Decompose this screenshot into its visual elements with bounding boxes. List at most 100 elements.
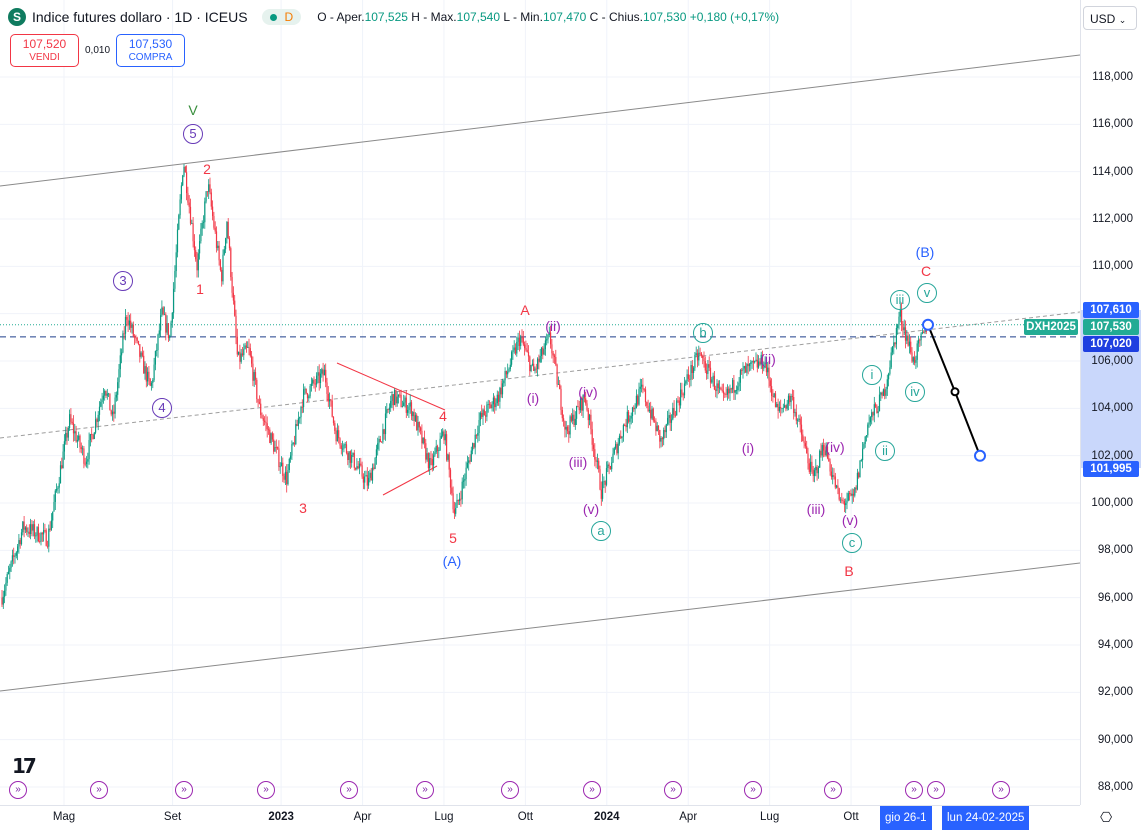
candle-body xyxy=(811,461,813,470)
wave-label[interactable]: ii xyxy=(875,441,895,461)
currency-select[interactable]: USD ⌄ xyxy=(1083,6,1137,30)
wave-label[interactable]: 4 xyxy=(439,408,447,424)
wave-label[interactable]: A xyxy=(520,302,530,318)
economic-event-icon[interactable]: » xyxy=(824,781,842,799)
economic-event-icon[interactable]: » xyxy=(583,781,601,799)
candle-body xyxy=(288,458,290,470)
candle-body xyxy=(417,422,419,431)
economic-event-icon[interactable]: » xyxy=(340,781,358,799)
wave-label[interactable]: (v) xyxy=(841,512,859,528)
wave-label[interactable]: iii xyxy=(890,290,910,310)
wave-label[interactable]: (i) xyxy=(741,440,755,456)
wave-label[interactable]: i xyxy=(862,365,882,385)
settings-icon[interactable]: ⎔ xyxy=(1100,809,1113,825)
wave-label[interactable]: (i) xyxy=(526,390,540,406)
wave-label[interactable]: (iii) xyxy=(806,501,826,517)
economic-event-icon[interactable]: » xyxy=(744,781,762,799)
economic-event-icon[interactable]: » xyxy=(501,781,519,799)
candle-body xyxy=(690,365,692,380)
candle-body xyxy=(355,467,357,470)
time-axis[interactable]: Mag Set 2023 Apr Lug Ott 2024 Apr Lug Ott gio 26-1… xyxy=(0,805,1080,830)
candle-body xyxy=(741,370,743,371)
wave-label[interactable]: (ii) xyxy=(545,318,561,334)
candle-body xyxy=(382,429,384,443)
candle-body xyxy=(13,555,15,557)
economic-event-icon[interactable]: » xyxy=(416,781,434,799)
economic-event-icon[interactable]: » xyxy=(90,781,108,799)
candle-body xyxy=(130,320,132,328)
wave-label[interactable]: 3 xyxy=(113,271,133,291)
wave-label[interactable]: (B) xyxy=(915,244,935,260)
candle-body xyxy=(23,521,25,530)
candle-body xyxy=(561,410,563,419)
economic-event-icon[interactable]: » xyxy=(175,781,193,799)
wave-label[interactable]: 5 xyxy=(183,124,203,144)
wave-label[interactable]: V xyxy=(188,102,198,118)
candle-body xyxy=(498,394,500,402)
candle-body xyxy=(708,364,710,368)
wave-label[interactable]: 3 xyxy=(299,500,307,516)
wave-label[interactable]: (iv) xyxy=(825,439,845,455)
wave-label[interactable]: b xyxy=(693,323,713,343)
economic-event-icon[interactable]: » xyxy=(927,781,945,799)
candle-body xyxy=(395,389,397,404)
candle-body xyxy=(466,462,468,468)
candle-body xyxy=(409,402,411,407)
sell-button[interactable]: 107,520 VENDI xyxy=(10,34,79,67)
economic-event-icon[interactable]: » xyxy=(905,781,923,799)
symbol-title[interactable]: Indice futures dollaro · 1D · ICEUS xyxy=(32,9,248,25)
price-tick: 104,000 xyxy=(1091,402,1133,415)
wave-label[interactable]: C xyxy=(920,263,932,279)
economic-event-icon[interactable]: » xyxy=(9,781,27,799)
wave-label[interactable]: 2 xyxy=(203,161,211,177)
candle-body xyxy=(105,390,107,396)
candle-body xyxy=(821,445,823,456)
candle-body xyxy=(882,389,884,396)
wave-label[interactable]: v xyxy=(917,283,937,303)
candle-body xyxy=(433,455,435,466)
tradingview-logo[interactable]: 17 xyxy=(12,754,37,778)
wave-label[interactable]: 5 xyxy=(449,530,457,546)
wave-label[interactable]: (v) xyxy=(582,501,600,517)
candle-body xyxy=(687,374,689,379)
wave-label[interactable]: (A) xyxy=(442,553,462,569)
candle-body xyxy=(236,336,238,355)
market-status[interactable]: D xyxy=(261,9,302,25)
candle-body xyxy=(377,443,379,450)
candle-body xyxy=(297,418,299,427)
candle-body xyxy=(319,373,322,383)
wave-label[interactable]: (iv) xyxy=(578,384,598,400)
wave-label[interactable]: a xyxy=(591,521,611,541)
wave-label[interactable]: (ii) xyxy=(760,351,776,367)
wave-label[interactable]: (iii) xyxy=(568,454,588,470)
candle-body xyxy=(722,390,725,394)
buy-button[interactable]: 107,530 COMPRA xyxy=(116,34,186,67)
candle-body xyxy=(557,384,559,385)
candle-body xyxy=(280,462,283,467)
candle-body xyxy=(76,439,78,442)
candle-body xyxy=(570,416,572,421)
candle-body xyxy=(630,415,632,419)
candle-body xyxy=(264,420,266,422)
candle-body xyxy=(706,370,708,374)
wave-label[interactable]: B xyxy=(844,563,854,579)
economic-event-icon[interactable]: » xyxy=(664,781,682,799)
price-chart[interactable] xyxy=(0,0,1080,805)
candle-body xyxy=(709,367,712,383)
candle-body xyxy=(670,419,673,423)
candle-body xyxy=(494,397,496,408)
wave-label[interactable]: iv xyxy=(905,382,925,402)
wave-label[interactable]: 4 xyxy=(152,398,172,418)
economic-event-icon[interactable]: » xyxy=(257,781,275,799)
candle-body xyxy=(310,383,312,387)
candle-body xyxy=(104,390,106,396)
economic-event-icon[interactable]: » xyxy=(992,781,1010,799)
candle-body xyxy=(735,390,738,391)
candle-body xyxy=(808,463,810,472)
price-axis[interactable]: 118,000 116,000 114,000 112,000 110,000 106,0… xyxy=(1080,0,1141,805)
candle-body xyxy=(582,394,584,411)
candle-body xyxy=(9,567,11,572)
wave-label[interactable]: 1 xyxy=(196,281,204,297)
wave-label[interactable]: c xyxy=(842,533,862,553)
candle-body xyxy=(583,394,585,399)
